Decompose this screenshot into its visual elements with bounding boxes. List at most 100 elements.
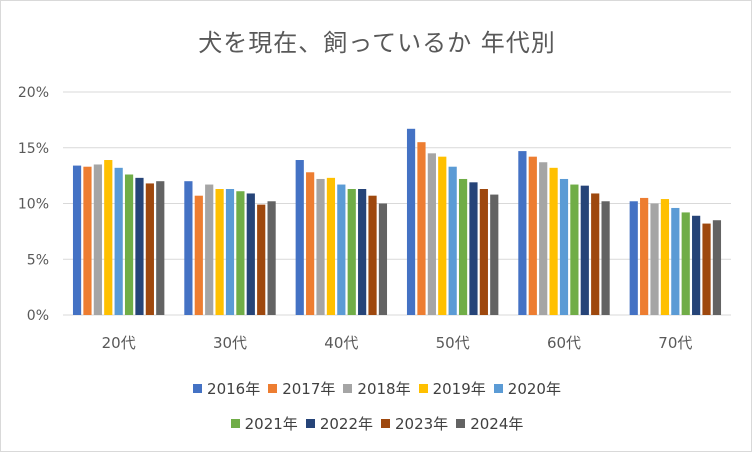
bar-30代-2018年 [205, 184, 214, 315]
bar-50代-2024年 [490, 194, 499, 315]
bar-70代-2017年 [640, 197, 649, 315]
bar-40代-2021年 [347, 189, 356, 315]
bar-40代-2023年 [368, 195, 377, 315]
bar-20代-2017年 [83, 166, 92, 315]
bar-70代-2018年 [650, 203, 659, 315]
legend-item: 2016年 [193, 378, 260, 399]
bar-20代-2016年 [72, 165, 82, 315]
bar-60代-2024年 [601, 201, 610, 315]
bar-70代-2024年 [712, 220, 722, 315]
bar-50代-2016年 [406, 128, 416, 315]
bar-40代-2024年 [378, 203, 388, 315]
bar-30代-2016年 [184, 181, 193, 315]
x-tick-label: 30代 [213, 334, 247, 352]
legend-swatch [381, 419, 390, 428]
x-tick-label: 70代 [658, 334, 692, 352]
bar-60代-2022年 [580, 185, 589, 315]
legend-item: 2022年 [305, 413, 373, 434]
x-tick-label: 50代 [436, 334, 470, 352]
bar-70代-2022年 [692, 215, 701, 315]
bar-40代-2018年 [316, 178, 325, 315]
bar-30代-2023年 [257, 204, 266, 315]
bar-60代-2021年 [570, 184, 579, 315]
legend-swatch [230, 419, 240, 428]
legend-item: 2018年 [343, 378, 411, 399]
y-tick-label: 15% [18, 141, 49, 157]
x-tick-label: 40代 [324, 334, 358, 352]
legend-label: 2019年 [432, 380, 486, 398]
bar-series-group [72, 128, 722, 315]
legend-swatch [493, 384, 503, 393]
bar-60代-2019年 [549, 167, 558, 315]
bar-50代-2020年 [448, 166, 457, 315]
bar-60代-2018年 [539, 162, 548, 315]
bar-20代-2021年 [124, 174, 134, 315]
y-tick-label: 10% [18, 197, 49, 213]
bar-60代-2020年 [559, 178, 569, 315]
legend-item: 2021年 [230, 413, 298, 434]
legend-swatch [456, 419, 466, 428]
legend-label: 2020年 [507, 380, 561, 398]
legend-label: 2021年 [244, 415, 298, 433]
legend-swatch [268, 384, 278, 393]
bar-60代-2017年 [528, 156, 537, 315]
legend-item: 2023年 [381, 413, 448, 434]
bar-70代-2019年 [660, 199, 670, 315]
legend-swatch [418, 384, 428, 393]
bar-50代-2022年 [469, 182, 478, 315]
legend-label: 2018年 [357, 380, 411, 398]
legend-item: 2019年 [418, 378, 486, 399]
y-tick-label: 20% [18, 85, 49, 101]
bar-70代-2020年 [671, 207, 680, 315]
bar-60代-2016年 [518, 151, 527, 315]
bar-30代-2021年 [236, 191, 245, 315]
legend-label: 2017年 [282, 380, 336, 398]
bar-20代-2020年 [114, 167, 123, 315]
bar-50代-2017年 [417, 142, 426, 315]
x-axis-tick-labels: 20代 30代 40代 50代 60代 70代 [102, 334, 693, 352]
bar-70代-2021年 [681, 212, 690, 315]
legend-swatch [193, 384, 203, 393]
legend-row-1: 2016年 2017年 2018年 2019年 2020年 [1, 378, 752, 399]
y-tick-label: 5% [27, 252, 49, 268]
bar-50代-2018年 [427, 153, 436, 315]
bar-30代-2024年 [267, 201, 276, 315]
legend-label: 2023年 [395, 415, 449, 433]
x-tick-label: 20代 [102, 334, 136, 352]
bar-30代-2020年 [225, 189, 235, 315]
bar-70代-2016年 [629, 201, 638, 315]
bar-30代-2022年 [246, 193, 255, 315]
bar-70代-2023年 [702, 223, 711, 315]
bar-50代-2021年 [458, 178, 468, 315]
bar-20代-2019年 [104, 160, 113, 315]
bar-40代-2019年 [326, 177, 336, 315]
legend-swatch [305, 419, 315, 428]
bar-30代-2019年 [215, 189, 224, 315]
x-tick-label: 60代 [547, 334, 581, 352]
bar-40代-2022年 [358, 189, 367, 315]
bar-50代-2023年 [479, 189, 488, 315]
bar-20代-2022年 [135, 177, 144, 315]
y-axis-tick-labels: 0% 5% 10% 15% 20% [18, 85, 49, 324]
legend-row-2: 2021年 2022年 2023年 2024年 [1, 413, 752, 434]
legend-item: 2020年 [493, 378, 561, 399]
bar-40代-2016年 [295, 160, 304, 315]
gridlines [63, 91, 731, 316]
bar-40代-2017年 [306, 172, 315, 315]
legend-label: 2016年 [207, 380, 261, 398]
legend-label: 2022年 [319, 415, 373, 433]
bar-20代-2023年 [145, 183, 154, 315]
bar-40代-2020年 [337, 184, 346, 315]
bar-60代-2023年 [591, 193, 600, 315]
legend-swatch [343, 384, 353, 393]
y-tick-label: 0% [27, 308, 49, 324]
bar-50代-2019年 [438, 156, 447, 315]
legend-label: 2024年 [470, 415, 524, 433]
legend-item: 2024年 [456, 413, 523, 434]
legend-item: 2017年 [268, 378, 335, 399]
bar-20代-2018年 [93, 164, 102, 315]
bar-30代-2017年 [194, 195, 203, 315]
bar-20代-2024年 [156, 181, 165, 315]
